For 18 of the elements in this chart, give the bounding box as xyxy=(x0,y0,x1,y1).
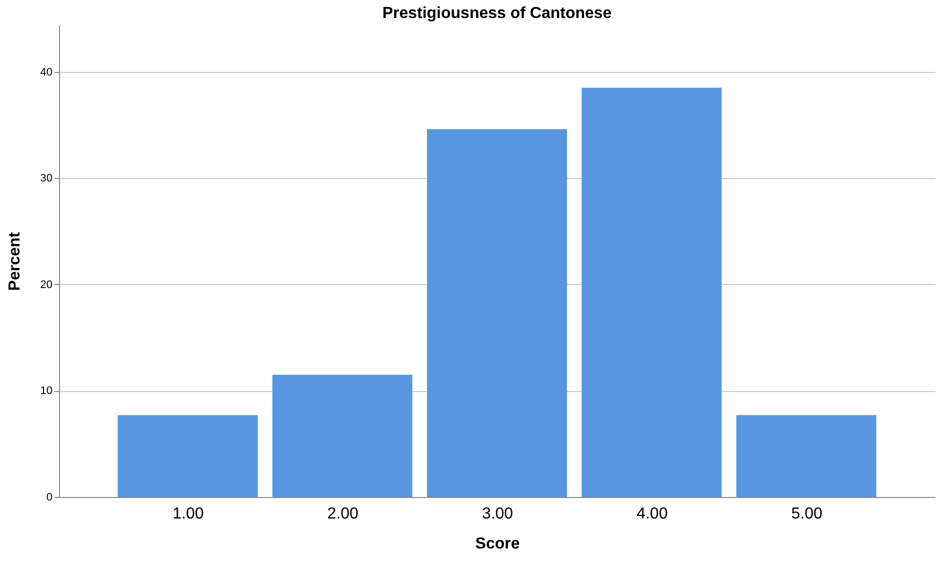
y-tick-label: 10 xyxy=(40,385,52,398)
bar xyxy=(427,129,567,497)
x-axis-title: Score xyxy=(475,536,520,552)
bar xyxy=(118,415,258,497)
x-tick-label: 5.00 xyxy=(791,506,822,522)
bar xyxy=(736,415,876,497)
x-tick-label: 2.00 xyxy=(327,506,359,522)
x-tick-label: 1.00 xyxy=(172,506,204,522)
y-tick-label: 30 xyxy=(40,172,52,185)
chart-title: Prestigiousness of Cantonese xyxy=(382,5,612,22)
y-tick-label: 20 xyxy=(40,278,52,291)
y-axis-title: Percent xyxy=(6,231,24,291)
y-tick-label: 40 xyxy=(40,66,52,78)
y-tick-label: 0 xyxy=(46,492,52,504)
x-tick-label: 4.00 xyxy=(636,506,668,522)
bar xyxy=(272,374,412,497)
bar xyxy=(582,88,722,497)
x-tick-label: 3.00 xyxy=(482,506,514,522)
